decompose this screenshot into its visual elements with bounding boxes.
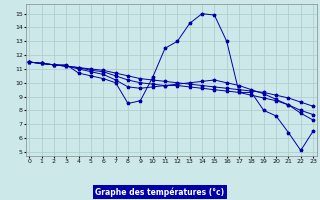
Text: Graphe des températures (°c): Graphe des températures (°c) [95, 187, 225, 197]
